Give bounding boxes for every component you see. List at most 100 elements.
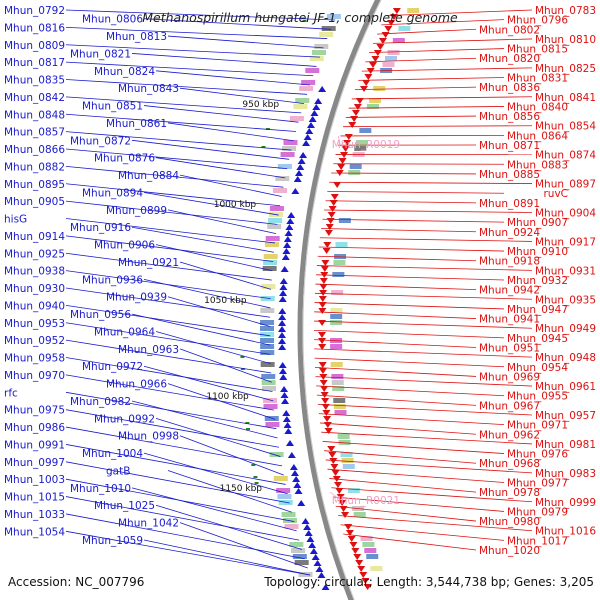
left-gene-label: Mhun_0992 [94, 413, 155, 425]
left-gene-label: Mhun_0956 [70, 309, 131, 321]
feature-block [283, 140, 298, 145]
left-gene-label: Mhun_0952 [4, 335, 65, 347]
right-leader-line [317, 404, 533, 416]
feature-block [260, 332, 275, 337]
right-gene-label: Mhun_0831 [507, 73, 568, 85]
right-strand-gene [376, 44, 385, 50]
left-gene-label: Mhun_0816 [4, 22, 65, 34]
left-leader-line [65, 530, 311, 576]
right-strand-gene [319, 284, 328, 290]
feature-block [289, 542, 304, 547]
left-leader-line [167, 296, 271, 327]
feature-block [261, 374, 276, 379]
right-leader-line [317, 255, 477, 262]
feature-block [362, 542, 375, 547]
left-gene-label: Mhun_0876 [94, 153, 155, 165]
left-gene-label: Mhun_0939 [106, 292, 167, 304]
feature-block [276, 488, 291, 493]
feature-block [260, 308, 275, 313]
feature-block [330, 308, 343, 313]
left-leader-line [65, 79, 307, 95]
left-strand-gene [278, 338, 287, 344]
left-gene-label: Mhun_0861 [106, 118, 167, 130]
right-leader-line [321, 431, 533, 445]
feature-block [331, 380, 344, 385]
right-strand-gene [333, 182, 342, 188]
left-strand-gene [285, 224, 294, 230]
right-leader-line [323, 209, 533, 213]
feature-block [366, 554, 379, 559]
feature-block [332, 272, 345, 277]
right-strand-gene [359, 86, 368, 92]
left-leader-line [65, 113, 297, 132]
right-leader-line [316, 265, 533, 271]
feature-block [373, 86, 386, 91]
right-leader-line [372, 38, 533, 44]
left-strand-gene [287, 452, 296, 458]
left-strand-gene [289, 464, 298, 470]
left-gene-label: Mhun_0894 [82, 187, 143, 199]
right-gene-label: Mhun_0955 [507, 391, 568, 403]
feature-block [269, 452, 284, 457]
left-strand-gene [313, 560, 322, 566]
feature-block [280, 152, 295, 157]
right-gene-label: Mhun_0945 [507, 333, 568, 345]
feature-block [282, 146, 297, 151]
scale-tick-label: 1100 kbp [206, 392, 249, 402]
left-leader-line [131, 139, 290, 160]
left-leader-line [65, 96, 302, 114]
feature-block [294, 560, 309, 565]
feature-block [268, 218, 283, 223]
left-leader-line [179, 87, 305, 104]
right-strand-gene [361, 578, 370, 584]
gene-labels: 950 kbp 1000 kbp 1050 kbp 1100 kbp 1150 kbp M… [4, 5, 596, 557]
right-strand-gene [373, 50, 382, 56]
gc-marker [240, 368, 245, 370]
right-strand-gene [329, 200, 338, 206]
left-strand-gene [291, 188, 300, 194]
right-gene-label: Mhun_0954 [507, 362, 568, 374]
left-gene-label: Mhun_0914 [4, 231, 65, 243]
feature-block [262, 398, 277, 403]
right-leader-line [331, 487, 533, 503]
left-leader-line [179, 261, 272, 290]
feature-block [398, 26, 411, 31]
right-strand-gene [321, 260, 330, 266]
right-leader-line [313, 329, 505, 339]
right-strand-gene [349, 542, 358, 548]
left-gene-label: Mhun_1054 [4, 526, 65, 538]
feature-block [260, 344, 275, 349]
right-strand-gene [341, 146, 350, 152]
feature-block [330, 362, 343, 367]
left-strand-gene [311, 554, 320, 560]
right-strand-gene [326, 218, 335, 224]
right-leader-line [319, 422, 477, 435]
right-strand-gene [359, 572, 368, 578]
left-gene-label: Mhun_0857 [4, 127, 65, 139]
right-gene-label: Mhun_0941 [479, 314, 540, 326]
right-strand-gene [347, 536, 356, 542]
feature-block [366, 104, 379, 109]
feature-block [299, 86, 314, 91]
left-leader-line [65, 496, 300, 541]
feature-block [263, 260, 278, 265]
right-leader-line [365, 57, 477, 63]
right-gene-label: Mhun_0891 [479, 198, 540, 210]
right-gene-label: Mhun_0932 [507, 275, 568, 287]
feature-block [267, 224, 282, 229]
left-leader-line [143, 539, 311, 576]
right-leader-line [319, 237, 533, 242]
right-strand-gene [348, 122, 357, 128]
right-strand-gene [341, 512, 350, 518]
left-gene-label: Mhun_0792 [4, 5, 65, 17]
right-leader-line [322, 218, 505, 223]
right-leader-line [361, 67, 533, 72]
left-gene-label: Mhun_0982 [70, 396, 131, 408]
left-gene-label: Mhun_0872 [70, 135, 131, 147]
right-gene-label: Mhun_0904 [535, 208, 596, 220]
left-strand-gene [303, 134, 312, 140]
feature-block [387, 50, 400, 55]
right-gene-label: Mhun_0942 [479, 285, 540, 297]
right-gene-label: Mhun_0918 [479, 256, 540, 268]
right-strand-gene [345, 530, 354, 536]
